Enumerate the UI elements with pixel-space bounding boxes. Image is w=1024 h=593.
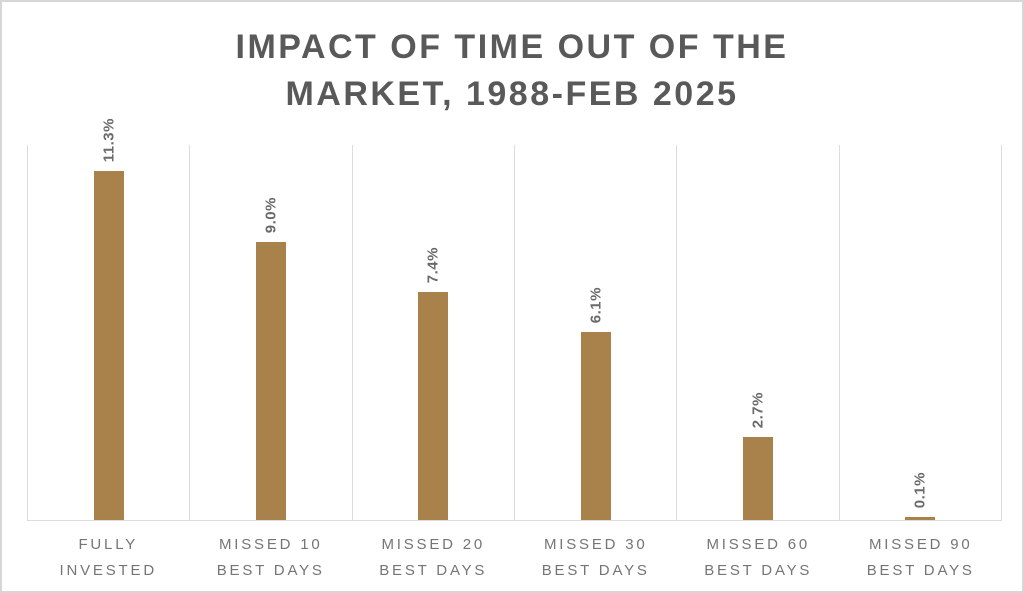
chart-title-line2: MARKET, 1988-FEB 2025 [285, 74, 739, 113]
value-label-text: 9.0% [262, 196, 280, 233]
category-label-line2: BEST DAYS [216, 561, 325, 579]
value-label: 0.1% [912, 472, 929, 508]
category-label-line2: BEST DAYS [704, 561, 813, 579]
bar-missed-10-best-days [255, 242, 286, 520]
value-label: 11.3% [100, 118, 117, 162]
chart-title: IMPACT OF TIME OUT OF THE MARKET, 1988-F… [2, 24, 1022, 118]
category-label-line1: MISSED 90 [868, 536, 973, 553]
category-column: 9.0% [189, 145, 351, 520]
value-label: 7.4% [425, 247, 442, 283]
bar-missed-20-best-days [418, 292, 449, 520]
category-label-3: MISSED 20 BEST DAYS [352, 521, 515, 587]
value-label: 9.0% [262, 197, 279, 233]
category-label-line2: BEST DAYS [541, 561, 650, 579]
value-label-text: 2.7% [749, 391, 767, 428]
x-axis-labels: FULLY INVESTED MISSED 10 BEST DAYS MISSED 20… [27, 521, 1002, 587]
category-label-line1: MISSED 30 [543, 536, 648, 553]
category-label-line2: INVESTED [59, 561, 157, 579]
category-column: 2.7% [676, 145, 838, 520]
category-label-line1: MISSED 20 [381, 536, 486, 553]
category-label-1: FULLY INVESTED [27, 521, 190, 587]
category-label-line1: FULLY [78, 536, 139, 553]
category-column: 11.3% [27, 118, 189, 520]
bar-missed-30-best-days [580, 332, 611, 520]
value-label: 6.1% [587, 287, 604, 323]
bar-fully-invested [93, 171, 124, 520]
bar-missed-90-best-days [905, 517, 936, 520]
value-label-text: 0.1% [911, 471, 929, 508]
category-label-6: MISSED 90 BEST DAYS [840, 521, 1003, 587]
plot-area: 11.3% 9.0% 7.4% 6.1% 2.7% 0.1% [27, 118, 1002, 521]
value-label: 2.7% [749, 392, 766, 428]
category-label-2: MISSED 10 BEST DAYS [190, 521, 353, 587]
category-label-4: MISSED 30 BEST DAYS [515, 521, 678, 587]
category-column: 6.1% [513, 145, 676, 520]
category-label-5: MISSED 60 BEST DAYS [677, 521, 840, 587]
value-label-text: 6.1% [587, 286, 605, 323]
category-label-line2: BEST DAYS [379, 561, 488, 579]
category-column: 7.4% [351, 145, 514, 520]
category-label-line2: BEST DAYS [866, 561, 975, 579]
category-label-line1: MISSED 60 [706, 536, 811, 553]
bar-missed-60-best-days [742, 437, 773, 520]
chart-title-line1: IMPACT OF TIME OUT OF THE [235, 28, 789, 66]
category-column: 0.1% [838, 145, 1002, 520]
value-label-text: 7.4% [424, 246, 442, 283]
category-label-line1: MISSED 10 [218, 536, 323, 553]
value-label-text: 11.3% [100, 117, 118, 162]
